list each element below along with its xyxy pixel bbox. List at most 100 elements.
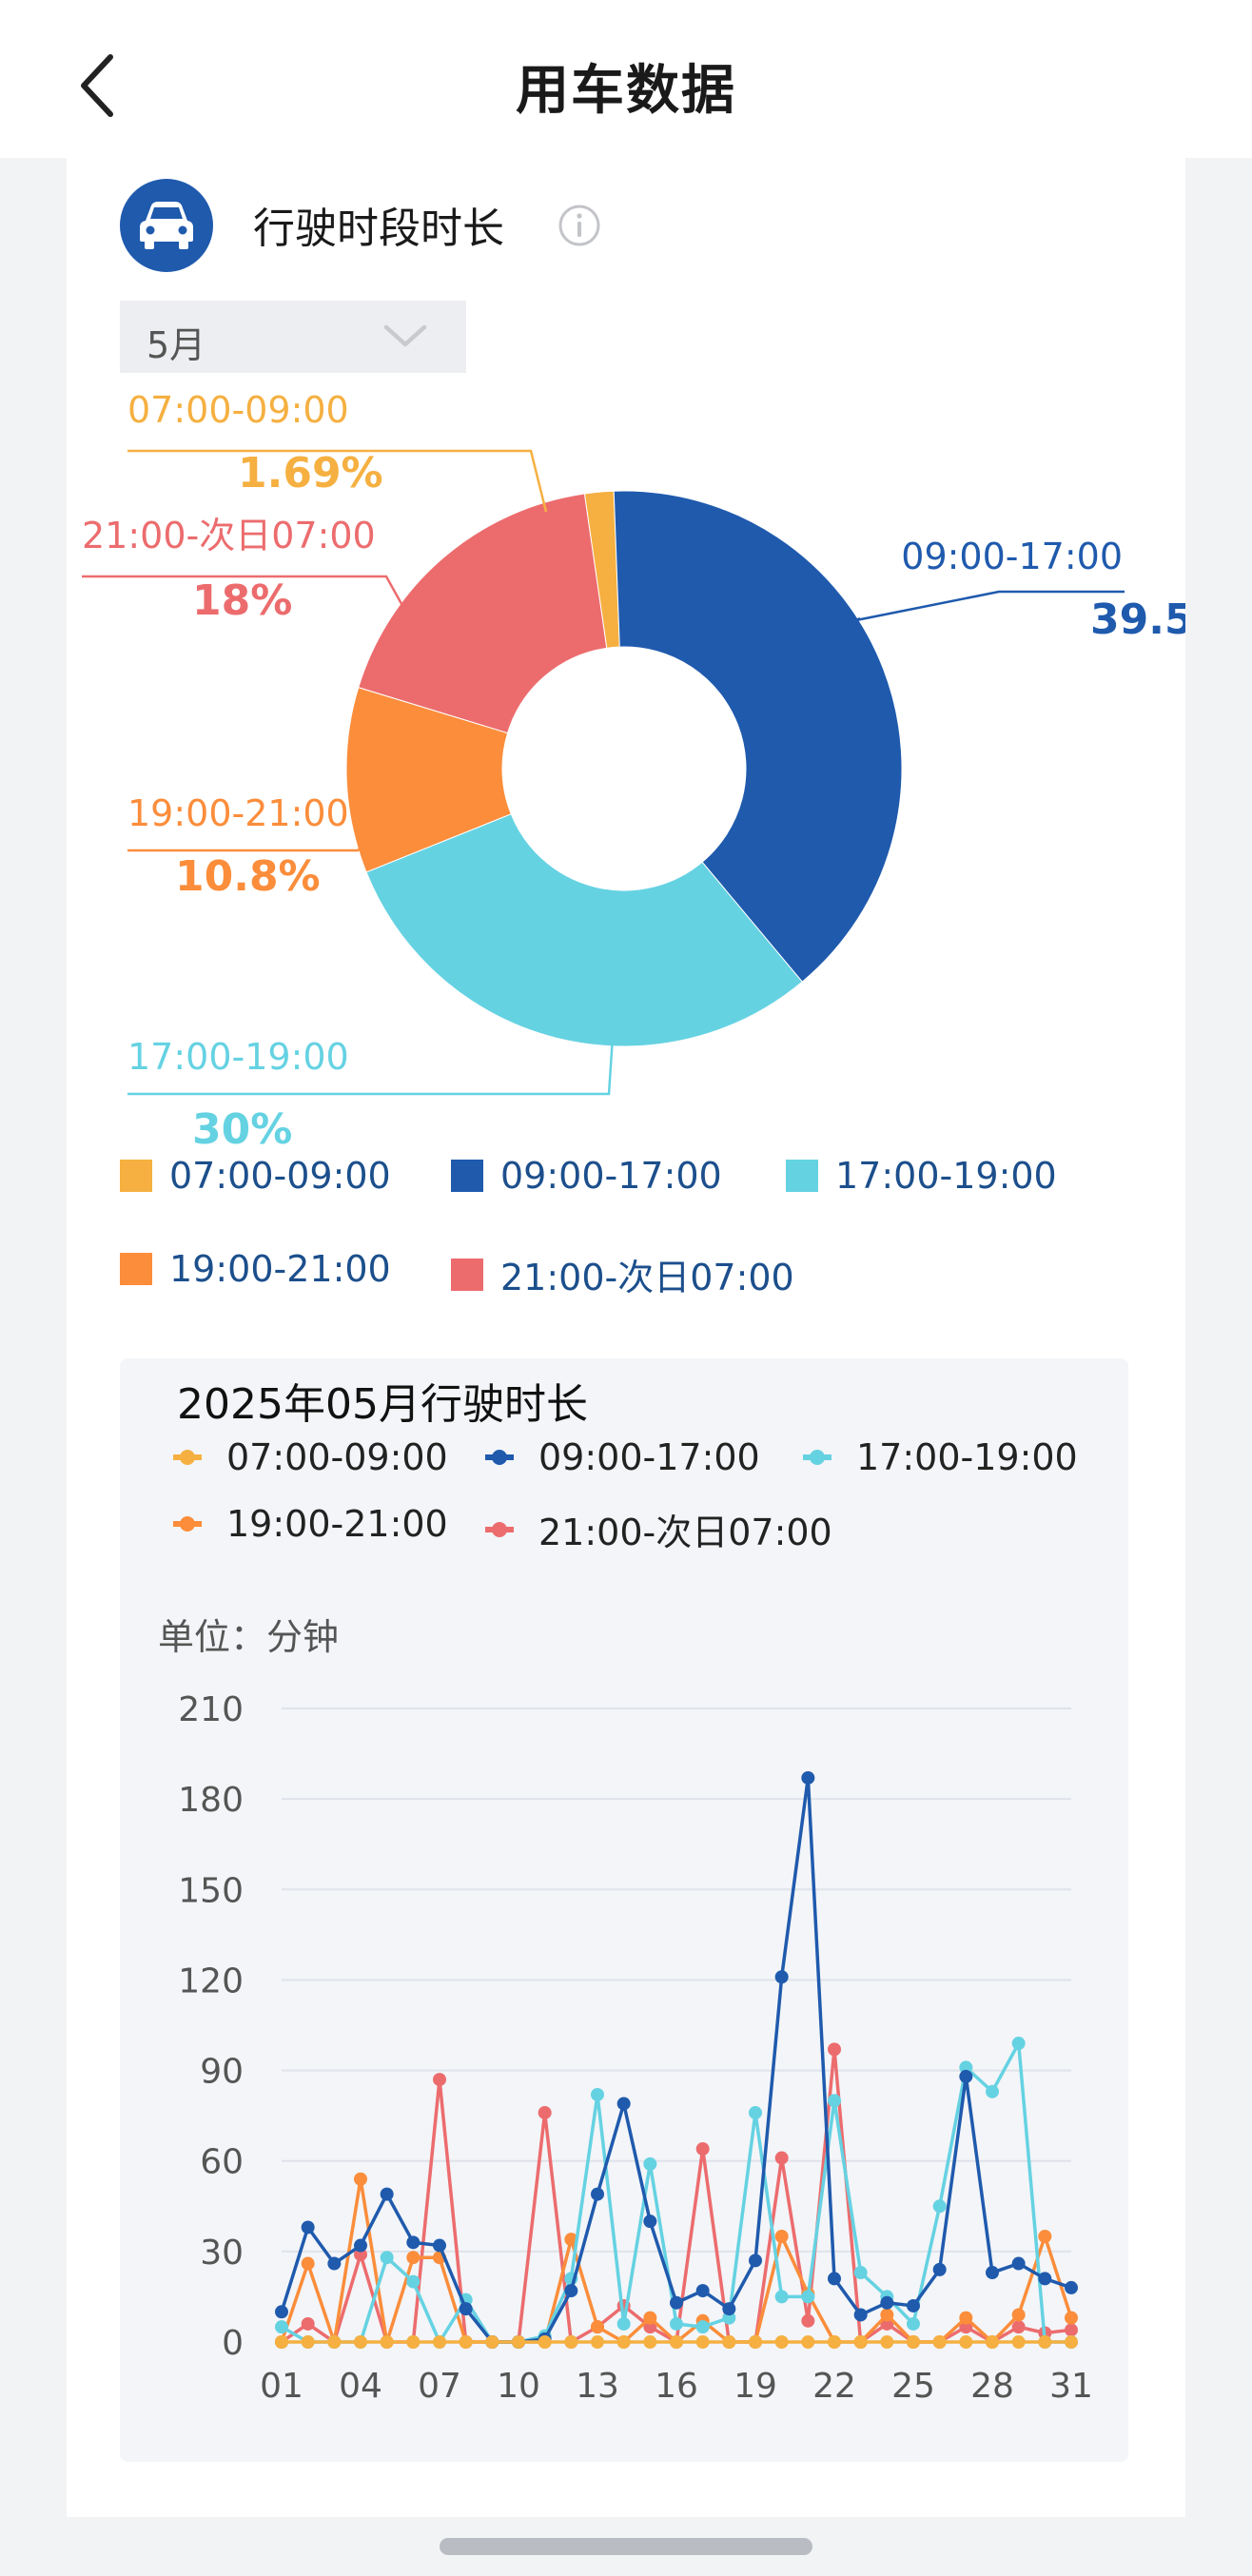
- data-point[interactable]: [774, 2151, 789, 2165]
- home-indicator[interactable]: [440, 2538, 812, 2555]
- data-point[interactable]: [853, 2266, 868, 2280]
- line-legend-2100-0700[interactable]: 21:00-次日07:00: [485, 1503, 832, 1555]
- line-legend-0900-1700[interactable]: 09:00-17:00: [485, 1436, 760, 1478]
- data-point[interactable]: [670, 2316, 683, 2331]
- data-point[interactable]: [538, 2335, 552, 2349]
- data-point[interactable]: [1011, 2320, 1026, 2334]
- data-point[interactable]: [564, 2284, 578, 2298]
- data-point[interactable]: [749, 2254, 762, 2268]
- legend-item-1700-1900[interactable]: 17:00-19:00: [786, 1155, 1057, 1197]
- data-point[interactable]: [643, 2311, 657, 2325]
- data-point[interactable]: [591, 2320, 604, 2334]
- data-point[interactable]: [433, 2238, 446, 2253]
- data-point[interactable]: [591, 2335, 604, 2349]
- data-point[interactable]: [433, 2335, 446, 2349]
- data-point[interactable]: [591, 2087, 604, 2101]
- data-point[interactable]: [1038, 2335, 1052, 2349]
- data-point[interactable]: [774, 2290, 789, 2304]
- data-point[interactable]: [406, 2251, 421, 2265]
- data-point[interactable]: [1065, 2311, 1078, 2325]
- data-point[interactable]: [749, 2335, 762, 2349]
- data-point[interactable]: [828, 2335, 841, 2349]
- data-point[interactable]: [380, 2251, 394, 2265]
- data-point[interactable]: [1038, 2230, 1052, 2243]
- data-point[interactable]: [406, 2235, 421, 2250]
- data-point[interactable]: [695, 2284, 710, 2298]
- data-point[interactable]: [722, 2335, 736, 2349]
- data-point[interactable]: [564, 2335, 578, 2349]
- data-point[interactable]: [959, 2311, 973, 2325]
- data-point[interactable]: [828, 2272, 841, 2286]
- data-point[interactable]: [301, 2316, 315, 2331]
- donut-slice-2100-0700[interactable]: [358, 493, 608, 734]
- data-point[interactable]: [774, 2230, 789, 2243]
- data-point[interactable]: [616, 2335, 631, 2349]
- data-point[interactable]: [722, 2302, 736, 2316]
- data-point[interactable]: [275, 2305, 288, 2319]
- data-point[interactable]: [1038, 2272, 1052, 2286]
- data-point[interactable]: [959, 2069, 973, 2083]
- data-point[interactable]: [1011, 2037, 1026, 2051]
- data-point[interactable]: [907, 2316, 920, 2331]
- data-point[interactable]: [616, 2097, 631, 2111]
- data-point[interactable]: [354, 2335, 367, 2349]
- data-point[interactable]: [801, 2335, 815, 2349]
- data-point[interactable]: [275, 2320, 288, 2334]
- data-point[interactable]: [932, 2335, 947, 2349]
- data-point[interactable]: [1065, 2335, 1078, 2349]
- data-point[interactable]: [459, 2335, 473, 2349]
- data-point[interactable]: [774, 2335, 789, 2349]
- data-point[interactable]: [591, 2187, 604, 2201]
- data-point[interactable]: [828, 2042, 841, 2057]
- donut-slice-0900-1700[interactable]: [613, 490, 903, 983]
- data-point[interactable]: [1011, 2308, 1026, 2322]
- data-point[interactable]: [853, 2308, 868, 2322]
- data-point[interactable]: [1065, 2323, 1078, 2337]
- data-point[interactable]: [853, 2335, 868, 2349]
- data-point[interactable]: [512, 2335, 525, 2349]
- data-point[interactable]: [643, 2215, 657, 2229]
- data-point[interactable]: [301, 2335, 315, 2349]
- legend-item-0700-0900[interactable]: 07:00-09:00: [120, 1155, 391, 1197]
- month-select[interactable]: 5月: [120, 301, 466, 373]
- data-point[interactable]: [564, 2233, 578, 2247]
- data-point[interactable]: [880, 2335, 894, 2349]
- back-icon[interactable]: [74, 49, 131, 122]
- data-point[interactable]: [643, 2156, 657, 2171]
- data-point[interactable]: [1011, 2335, 1026, 2349]
- legend-item-0900-1700[interactable]: 09:00-17:00: [451, 1155, 722, 1197]
- data-point[interactable]: [354, 2238, 367, 2253]
- data-point[interactable]: [406, 2274, 421, 2289]
- line-legend-1700-1900[interactable]: 17:00-19:00: [803, 1436, 1078, 1478]
- data-point[interactable]: [406, 2335, 421, 2349]
- legend-item-1900-2100[interactable]: 19:00-21:00: [120, 1248, 391, 1290]
- data-point[interactable]: [880, 2308, 894, 2322]
- data-point[interactable]: [327, 2256, 342, 2271]
- data-point[interactable]: [695, 2320, 710, 2334]
- data-point[interactable]: [354, 2172, 367, 2186]
- data-point[interactable]: [380, 2335, 394, 2349]
- data-point[interactable]: [801, 1770, 815, 1785]
- data-point[interactable]: [986, 2084, 999, 2098]
- donut-slice-1700-1900[interactable]: [365, 813, 803, 1047]
- data-point[interactable]: [301, 2220, 315, 2234]
- data-point[interactable]: [774, 1970, 789, 1984]
- data-point[interactable]: [986, 2266, 999, 2280]
- data-point[interactable]: [301, 2256, 315, 2271]
- legend-item-2100-0700[interactable]: 21:00-次日07:00: [451, 1248, 794, 1300]
- data-point[interactable]: [327, 2335, 342, 2349]
- data-point[interactable]: [459, 2302, 473, 2316]
- data-point[interactable]: [275, 2335, 288, 2349]
- data-point[interactable]: [932, 2199, 947, 2214]
- data-point[interactable]: [538, 2105, 552, 2119]
- data-point[interactable]: [986, 2335, 999, 2349]
- line-legend-0700-0900[interactable]: 07:00-09:00: [173, 1436, 448, 1478]
- info-icon[interactable]: [558, 204, 601, 247]
- data-point[interactable]: [907, 2335, 920, 2349]
- data-point[interactable]: [695, 2335, 710, 2349]
- data-point[interactable]: [907, 2298, 920, 2313]
- data-point[interactable]: [959, 2335, 973, 2349]
- line-legend-1900-2100[interactable]: 19:00-21:00: [173, 1503, 448, 1545]
- data-point[interactable]: [695, 2142, 710, 2156]
- data-point[interactable]: [643, 2335, 657, 2349]
